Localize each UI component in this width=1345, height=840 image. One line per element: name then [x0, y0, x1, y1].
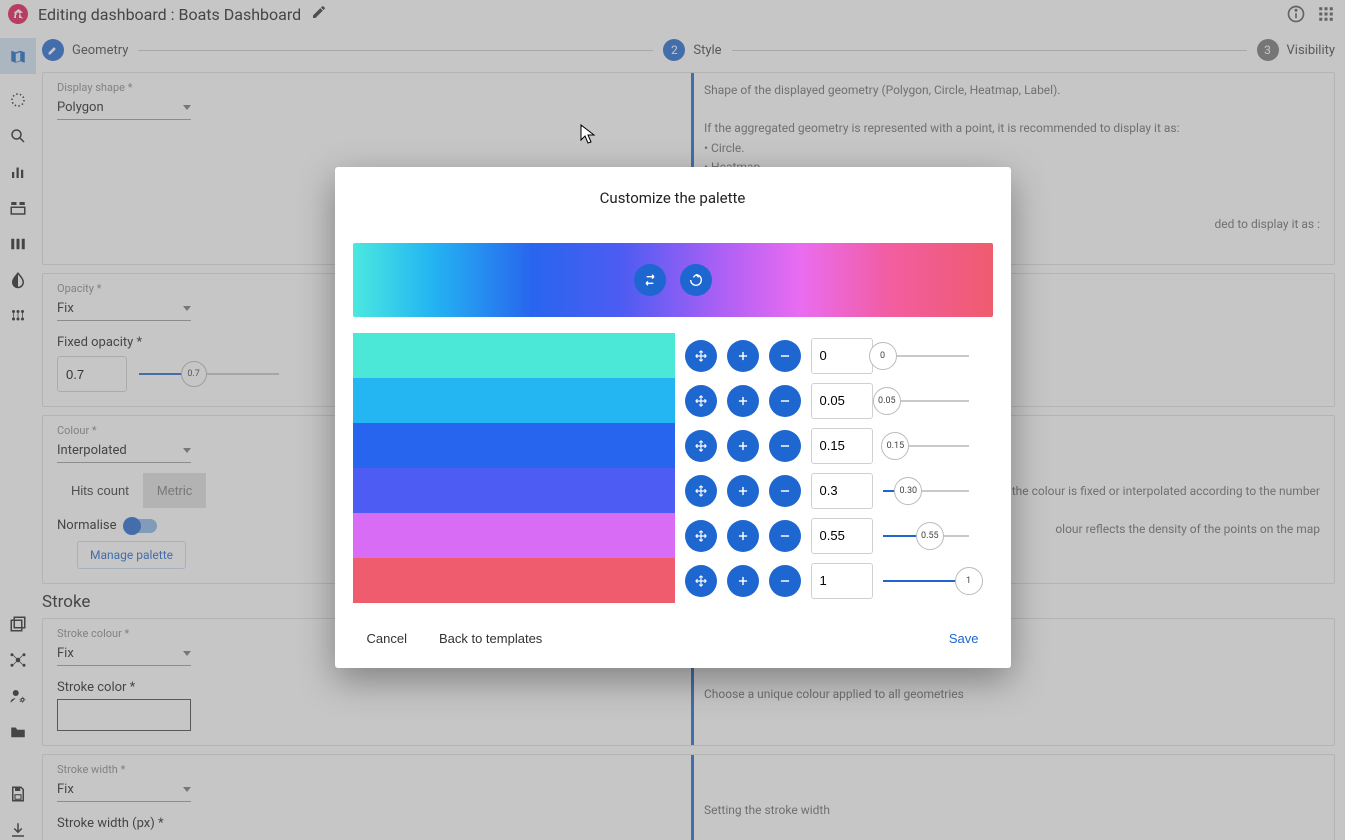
remove-stop-button[interactable] [769, 475, 801, 507]
modal-overlay: Customize the palette 0 0.05 [0, 0, 1345, 840]
palette-row: 0.55 [353, 513, 993, 558]
add-stop-button[interactable] [727, 565, 759, 597]
modal-actions: Cancel Back to templates Save [353, 625, 993, 656]
palette-row: 0 [353, 333, 993, 378]
stop-slider-thumb[interactable]: 1 [955, 567, 983, 595]
move-stop-button[interactable] [685, 430, 717, 462]
stop-value-input[interactable] [811, 338, 873, 374]
palette-modal: Customize the palette 0 0.05 [335, 167, 1011, 668]
stop-value-input[interactable] [811, 518, 873, 554]
stop-slider[interactable]: 0.15 [883, 436, 969, 456]
color-swatch[interactable] [353, 513, 675, 558]
add-stop-button[interactable] [727, 520, 759, 552]
gradient-preview [353, 243, 993, 317]
color-swatch[interactable] [353, 333, 675, 378]
stop-slider-thumb[interactable]: 0 [869, 342, 897, 370]
stop-slider-thumb[interactable]: 0.05 [873, 387, 901, 415]
stop-value-input[interactable] [811, 563, 873, 599]
color-swatch[interactable] [353, 378, 675, 423]
stop-slider[interactable]: 1 [883, 571, 969, 591]
stop-value-input[interactable] [811, 473, 873, 509]
move-stop-button[interactable] [685, 340, 717, 372]
stop-slider-thumb[interactable]: 0.15 [881, 432, 909, 460]
remove-stop-button[interactable] [769, 565, 801, 597]
add-stop-button[interactable] [727, 340, 759, 372]
stop-slider-thumb[interactable]: 0.55 [916, 522, 944, 550]
stop-value-input[interactable] [811, 428, 873, 464]
move-stop-button[interactable] [685, 565, 717, 597]
add-stop-button[interactable] [727, 385, 759, 417]
palette-row: 0.05 [353, 378, 993, 423]
remove-stop-button[interactable] [769, 340, 801, 372]
stop-value-input[interactable] [811, 383, 873, 419]
remove-stop-button[interactable] [769, 520, 801, 552]
stop-slider[interactable]: 0.55 [883, 526, 969, 546]
color-swatch[interactable] [353, 423, 675, 468]
swap-colors-button[interactable] [634, 264, 666, 296]
color-swatch[interactable] [353, 468, 675, 513]
cancel-button[interactable]: Cancel [357, 625, 417, 652]
stop-slider[interactable]: 0.30 [883, 481, 969, 501]
move-stop-button[interactable] [685, 520, 717, 552]
remove-stop-button[interactable] [769, 385, 801, 417]
color-swatch[interactable] [353, 558, 675, 603]
save-button[interactable]: Save [939, 625, 989, 652]
stop-slider[interactable]: 0.05 [883, 391, 969, 411]
stop-slider[interactable]: 0 [883, 346, 969, 366]
move-stop-button[interactable] [685, 385, 717, 417]
palette-row: 1 [353, 558, 993, 603]
back-button[interactable]: Back to templates [429, 625, 552, 652]
add-stop-button[interactable] [727, 475, 759, 507]
move-stop-button[interactable] [685, 475, 717, 507]
reset-palette-button[interactable] [680, 264, 712, 296]
palette-row: 0.15 [353, 423, 993, 468]
modal-title: Customize the palette [353, 189, 993, 207]
palette-row: 0.30 [353, 468, 993, 513]
stop-slider-thumb[interactable]: 0.30 [894, 477, 922, 505]
remove-stop-button[interactable] [769, 430, 801, 462]
add-stop-button[interactable] [727, 430, 759, 462]
